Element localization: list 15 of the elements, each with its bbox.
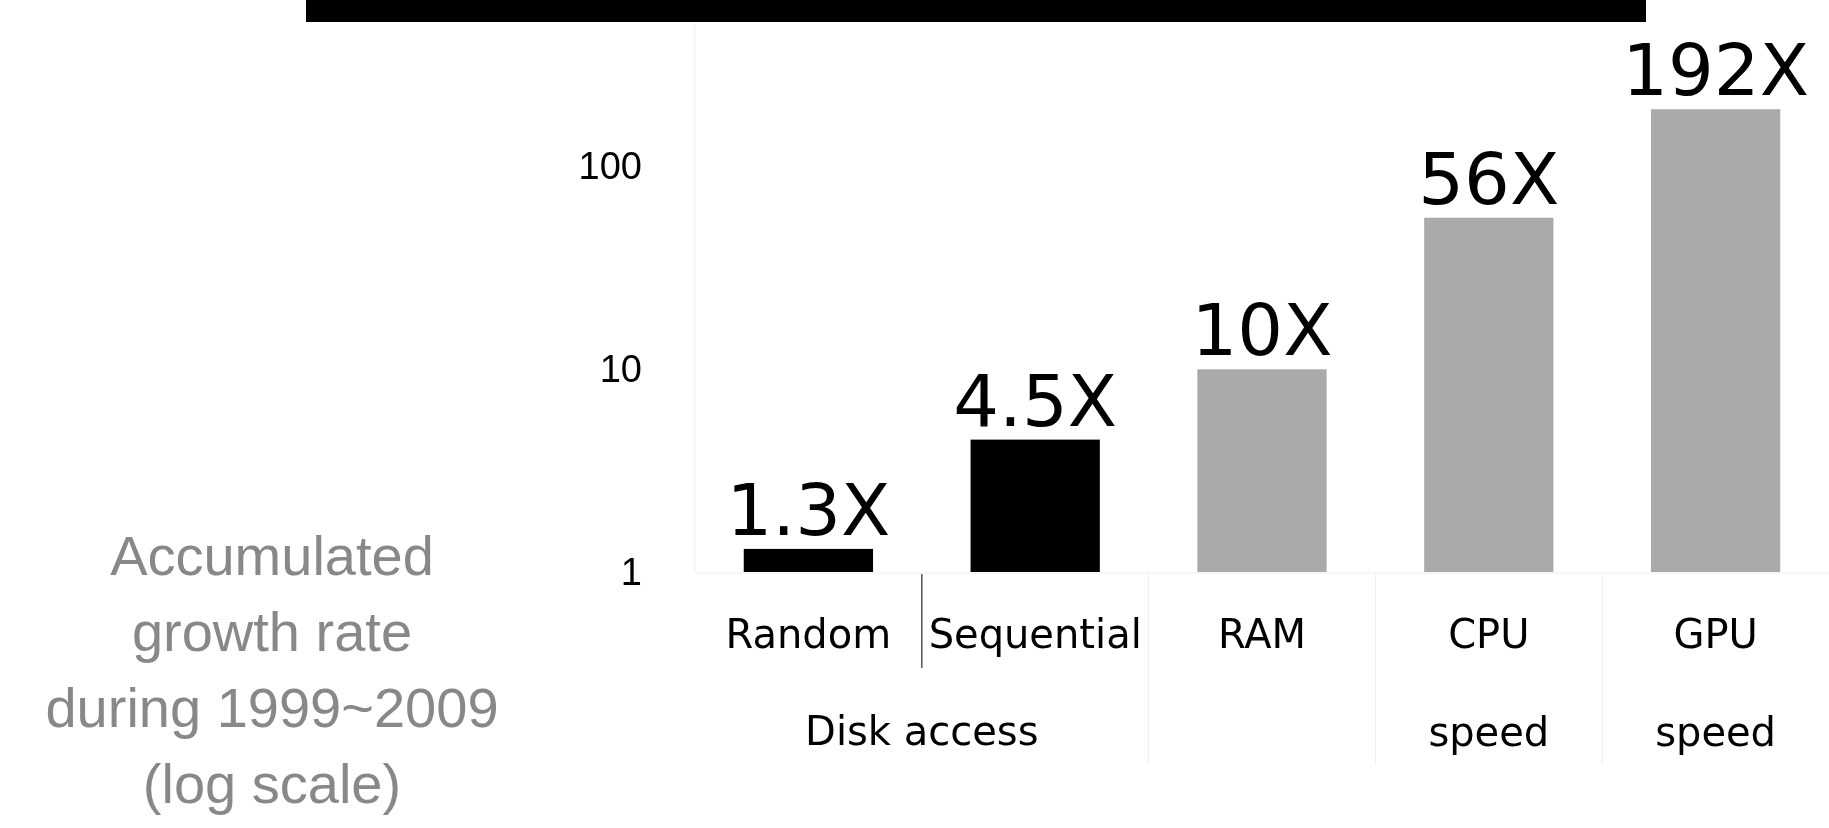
x-tick-label: RAM — [1217, 611, 1307, 657]
x-tick-label: Sequential — [928, 611, 1142, 657]
y-tick-label: 100 — [578, 145, 642, 188]
y-tick-label: 1 — [620, 550, 642, 593]
category-label: GPU speed — [1655, 611, 1777, 755]
y-tick-label: 10 — [599, 347, 642, 390]
data-label: 10X — [1191, 288, 1333, 373]
y-axis-title: Accumulated growth rate during 1999~2009 (log scale) — [45, 524, 499, 815]
data-label: 192X — [1622, 28, 1809, 113]
data-label: 4.5X — [953, 358, 1118, 443]
text: Disk access — [805, 708, 1039, 754]
x-tick-label: Random — [725, 611, 892, 657]
data-label: 56X — [1418, 136, 1560, 221]
category-label: CPU speed — [1428, 611, 1550, 755]
data-label: 1.3X — [726, 467, 891, 552]
